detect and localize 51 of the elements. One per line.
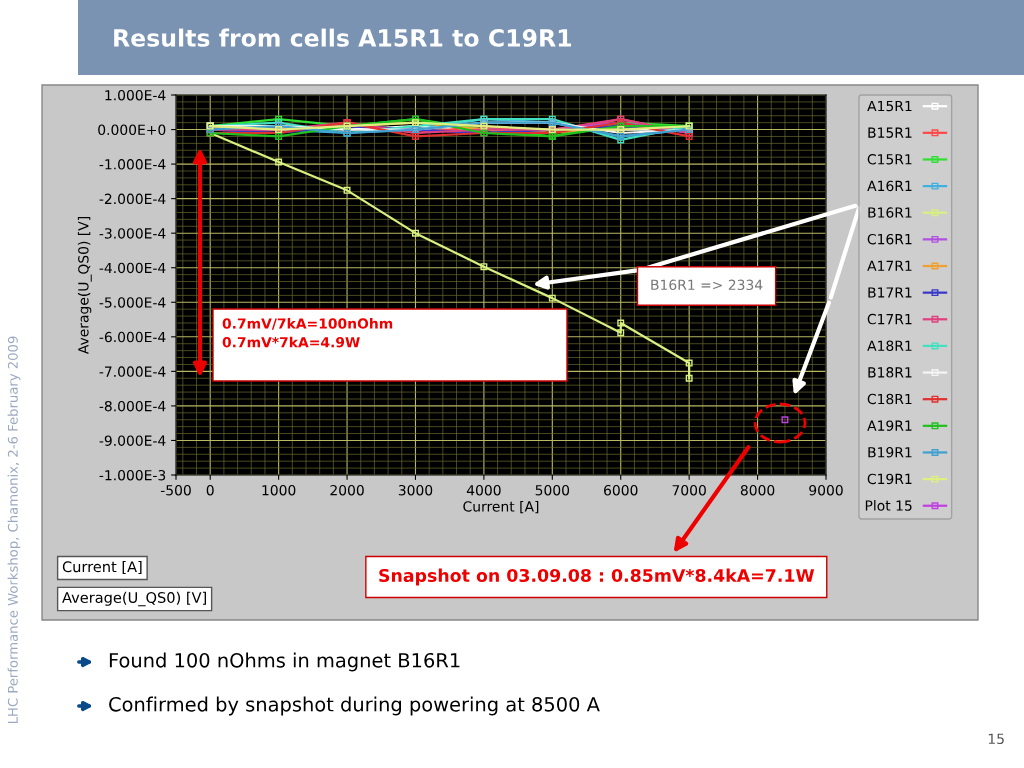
x-tick-label: -500 — [160, 484, 191, 496]
text: LHC Performance Workshop, Chamonix, 2-6 February 2009 — [7, 336, 21, 724]
legend-label: C15R1 — [867, 154, 912, 165]
x-tick-label: 2000 — [330, 484, 364, 496]
y-tick-label: -6.000E-4 — [99, 331, 166, 343]
text: Snapshot on 03.09.08 : 0.85mV*8.4kA=7.1W — [379, 568, 815, 586]
legend-label: B18R1 — [868, 367, 912, 378]
y-tick-label: -1.000E-3 — [99, 469, 166, 481]
legend-label: A18R1 — [867, 340, 912, 351]
legend-label: A19R1 — [867, 420, 912, 431]
legend-label: B16R1 — [868, 207, 912, 218]
x-tick-label: 0 — [206, 484, 214, 496]
legend-label: C16R1 — [867, 233, 912, 245]
y-tick-label: -4.000E-4 — [99, 262, 166, 274]
legend-label: A17R1 — [867, 260, 912, 271]
x-tick-label: 1000 — [262, 484, 296, 496]
y-tick-label: -2.000E-4 — [99, 193, 166, 205]
y-axis-title: Average(U_QS0) [V] — [77, 217, 92, 355]
legend-label: C19R1 — [867, 473, 912, 485]
text: 15 — [988, 733, 1004, 745]
y-tick-label: -3.000E-4 — [99, 228, 166, 239]
x-axis-title: Current [A] — [463, 500, 539, 514]
legend-label: B19R1 — [868, 447, 912, 458]
y-tick-label: 0.000E+0 — [98, 124, 166, 136]
x-tick-label: 6000 — [604, 484, 638, 496]
x-tick-label: 4000 — [466, 484, 501, 496]
y-tick-label: -9.000E-4 — [99, 435, 166, 446]
legend-label: Plot 15 — [865, 500, 912, 511]
legend-label: C18R1 — [867, 393, 912, 405]
text: Confirmed by snapshot during powering at 8500 A — [109, 696, 600, 716]
annotation: B16R1 => 2334 — [651, 279, 763, 291]
y-tick-label: -7.000E-4 — [99, 366, 166, 377]
text: Average(U_QS0) [V] — [62, 591, 206, 607]
y-tick-label: -5.000E-4 — [99, 297, 166, 308]
x-tick-label: 3000 — [398, 484, 433, 496]
text: Found 100 nOhms in magnet B16R1 — [109, 652, 460, 672]
y-tick-label: -8.000E-4 — [99, 400, 166, 412]
chart-title: Results from cells A15R1 to C19R1 — [114, 28, 571, 47]
legend-label: B17R1 — [868, 287, 912, 298]
legend-label: A16R1 — [867, 180, 912, 192]
y-tick-label: 1.000E-4 — [105, 89, 166, 101]
x-tick-label: 5000 — [535, 484, 570, 496]
text: Current [A] — [62, 560, 142, 574]
y-tick-label: -1.000E-4 — [99, 159, 166, 170]
legend-label: C17R1 — [867, 313, 912, 325]
annotation: 0.7mV/7kA=100nOhm 0.7mV*7kA=4.9W — [222, 318, 393, 348]
legend-label: B15R1 — [868, 127, 912, 138]
x-tick-label: 9000 — [809, 484, 843, 496]
x-tick-label: 8000 — [740, 484, 775, 496]
legend-label: A15R1 — [867, 100, 912, 112]
x-tick-label: 7000 — [672, 484, 706, 496]
